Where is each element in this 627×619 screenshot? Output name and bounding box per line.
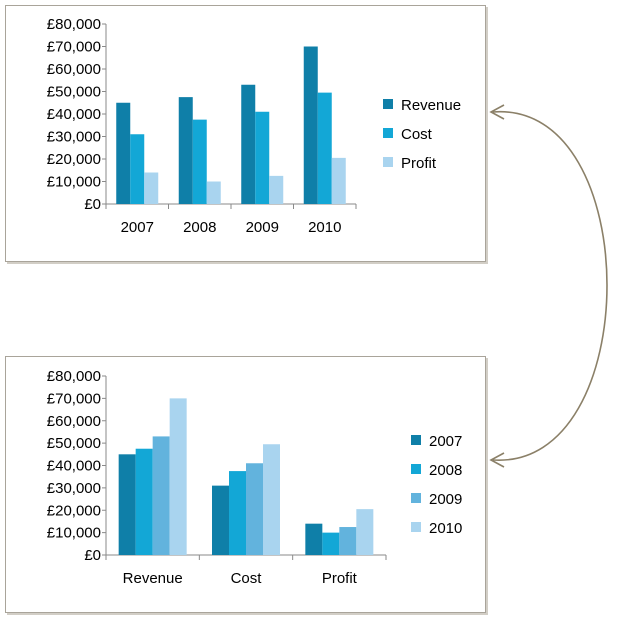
chart-2-bar: [263, 444, 280, 555]
chart-1-y-tick-label: £0: [84, 196, 101, 213]
chart-1-x-tick-label: 2010: [308, 219, 341, 236]
chart-1-bar: [241, 84, 256, 204]
chart-2-bar: [169, 398, 187, 555]
chart-2-x-tick-label: Revenue: [123, 570, 183, 587]
chart-2-y-tick-label: £0: [84, 547, 101, 564]
arrowhead-bottom-icon: [489, 452, 505, 468]
chart-2-bar: [229, 471, 246, 555]
chart-2-bar: [118, 454, 136, 555]
chart-1-y-tick-label: £50,000: [47, 84, 101, 101]
chart-1-legend-swatch: [383, 99, 393, 109]
chart-1-bar: [144, 172, 159, 204]
arrowhead-top-icon: [489, 104, 505, 120]
chart-2-legend-label: 2009: [429, 491, 462, 508]
chart-1-bar: [130, 134, 145, 204]
chart-2-x-tick-label: Cost: [231, 570, 263, 587]
chart-1-y-tick-label: £40,000: [47, 106, 101, 123]
chart-2-y-tick-label: £60,000: [47, 413, 101, 430]
chart-2-bar: [152, 436, 170, 555]
chart-2-bar: [322, 532, 340, 555]
chart-1-y-tick-label: £30,000: [47, 129, 101, 146]
chart-1-legend-swatch: [383, 128, 393, 138]
chart-1-bar: [331, 157, 346, 204]
chart-1-legend-label: Profit: [401, 155, 437, 172]
chart-1-bar: [317, 92, 332, 204]
chart-2-legend-swatch: [411, 493, 421, 503]
chart-1-bar: [192, 119, 207, 204]
chart-1-x-tick-label: 2009: [246, 219, 279, 236]
chart-2-y-tick-label: £70,000: [47, 390, 101, 407]
chart-1-x-tick-label: 2007: [121, 219, 154, 236]
chart-2-bar: [246, 463, 263, 555]
chart-1-x-tick-label: 2008: [183, 219, 216, 236]
chart-2-bar: [305, 523, 323, 555]
chart-2-y-tick-label: £40,000: [47, 458, 101, 475]
chart-2-legend-label: 2010: [429, 520, 462, 537]
chart-1-y-tick-label: £20,000: [47, 151, 101, 168]
curved-connector-line: [492, 111, 608, 461]
chart-1-y-tick-label: £10,000: [47, 174, 101, 191]
chart-2-legend-swatch: [411, 464, 421, 474]
chart-1-frame: £0 £10,000 £20,000 £30,000 £40,000 £50,000 £60…: [5, 5, 486, 262]
chart-2-bar: [212, 485, 229, 555]
chart-2-x-tick-label: Profit: [322, 570, 358, 587]
chart-1-bar: [206, 181, 221, 204]
chart-1-y-tick-label: £60,000: [47, 61, 101, 78]
chart-2-legend-label: 2008: [429, 462, 462, 479]
chart-2-legend-label: 2007: [429, 433, 462, 450]
chart-1-legend-label: Cost: [401, 126, 433, 143]
chart-1-legend-swatch: [383, 157, 393, 167]
chart-2-y-tick-label: £50,000: [47, 435, 101, 452]
chart-2-y-tick-label: £10,000: [47, 525, 101, 542]
chart-1-svg: £0 £10,000 £20,000 £30,000 £40,000 £50,000 £60…: [47, 16, 461, 236]
chart-2-bar: [135, 448, 153, 555]
chart-1-bar: [269, 175, 284, 204]
chart-2-y-tick-label: £80,000: [47, 368, 101, 385]
chart-2-y-tick-label: £30,000: [47, 480, 101, 497]
chart-1-bar: [116, 102, 131, 204]
chart-2-legend-swatch: [411, 522, 421, 532]
chart-2-bar: [339, 527, 357, 555]
chart-1-bar: [303, 46, 318, 204]
chart-2-y-tick-label: £20,000: [47, 502, 101, 519]
chart-1-legend-label: Revenue: [401, 97, 461, 114]
chart-2-bar: [356, 509, 374, 555]
chart-1-y-tick-label: £70,000: [47, 39, 101, 56]
chart-1-bar: [255, 111, 270, 204]
chart-2-svg: £0 £10,000 £20,000 £30,000 £40,000 £50,000 £60…: [47, 368, 463, 587]
chart-2-legend-swatch: [411, 435, 421, 445]
chart-1-y-tick-label: £80,000: [47, 16, 101, 33]
chart-2-frame: £0 £10,000 £20,000 £30,000 £40,000 £50,000 £60…: [5, 356, 486, 613]
chart-1-bar: [178, 97, 193, 204]
